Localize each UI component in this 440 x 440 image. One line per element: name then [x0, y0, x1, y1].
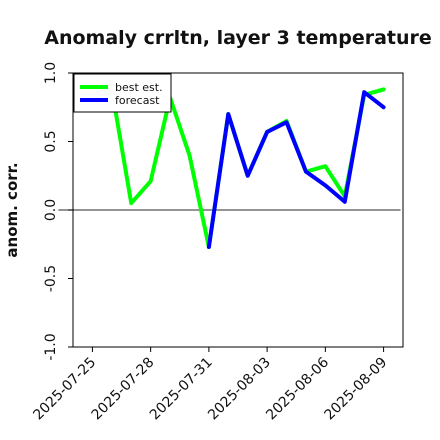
x-axis: 2025-07-252025-07-282025-07-312025-08-03…: [30, 347, 390, 423]
y-tick-label: 0.5: [43, 130, 59, 152]
y-tick-label: -1.0: [43, 333, 59, 360]
legend-box: [73, 73, 172, 113]
x-tick-label: 2025-08-09: [322, 355, 391, 424]
y-axis: -1.0 -0.5 0.0 0.5 1.0: [43, 62, 73, 361]
y-tick-label: 0.0: [43, 199, 59, 221]
y-tick-label: -0.5: [43, 265, 59, 292]
series-line-best-est: [109, 87, 386, 249]
series-line-forecast: [206, 90, 386, 249]
series-layer: [109, 87, 386, 249]
y-axis-label: anom. corr.: [3, 162, 21, 257]
legend: best est.forecast: [73, 73, 172, 113]
legend-label: forecast: [115, 94, 160, 107]
y-tick-label: 1.0: [43, 62, 59, 84]
legend-label: best est.: [115, 81, 163, 94]
chart-title: Anomaly crrltn, layer 3 temperature: [44, 27, 432, 49]
